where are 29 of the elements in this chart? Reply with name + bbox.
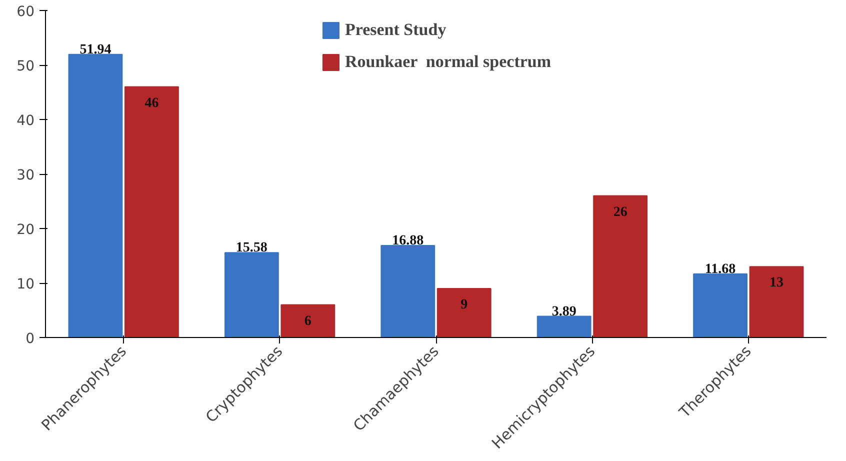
legend-label: Present Study — [344, 20, 446, 40]
data-label: 51.94 — [80, 42, 112, 58]
y-tick-label: 0 — [26, 331, 35, 347]
y-tick-label: 20 — [16, 222, 35, 238]
bar — [68, 54, 123, 338]
data-label: 11.68 — [704, 262, 736, 277]
data-label: 3.89 — [552, 304, 576, 320]
bar — [693, 273, 748, 338]
data-label: 15.58 — [236, 240, 268, 256]
bar — [224, 252, 279, 338]
bar — [380, 245, 436, 338]
data-label: 6 — [304, 314, 312, 329]
bar — [749, 266, 804, 338]
bar — [536, 316, 592, 338]
y-tick-label: 50 — [16, 58, 35, 74]
bar — [280, 304, 336, 338]
data-label: 13 — [770, 276, 784, 291]
data-label: 26 — [613, 204, 628, 220]
bar — [593, 195, 648, 338]
y-tick-label: 40 — [16, 113, 35, 129]
data-label: 9 — [460, 297, 468, 312]
data-label: 16.88 — [392, 234, 424, 249]
y-tick-label: 30 — [16, 168, 35, 184]
legend-label: Rounkaer normal spectrum — [344, 52, 552, 72]
y-tick-label: 10 — [16, 276, 35, 292]
y-tick-label: 60 — [16, 4, 35, 20]
data-label: 46 — [144, 96, 159, 111]
bar — [124, 86, 179, 338]
bar — [436, 288, 492, 338]
